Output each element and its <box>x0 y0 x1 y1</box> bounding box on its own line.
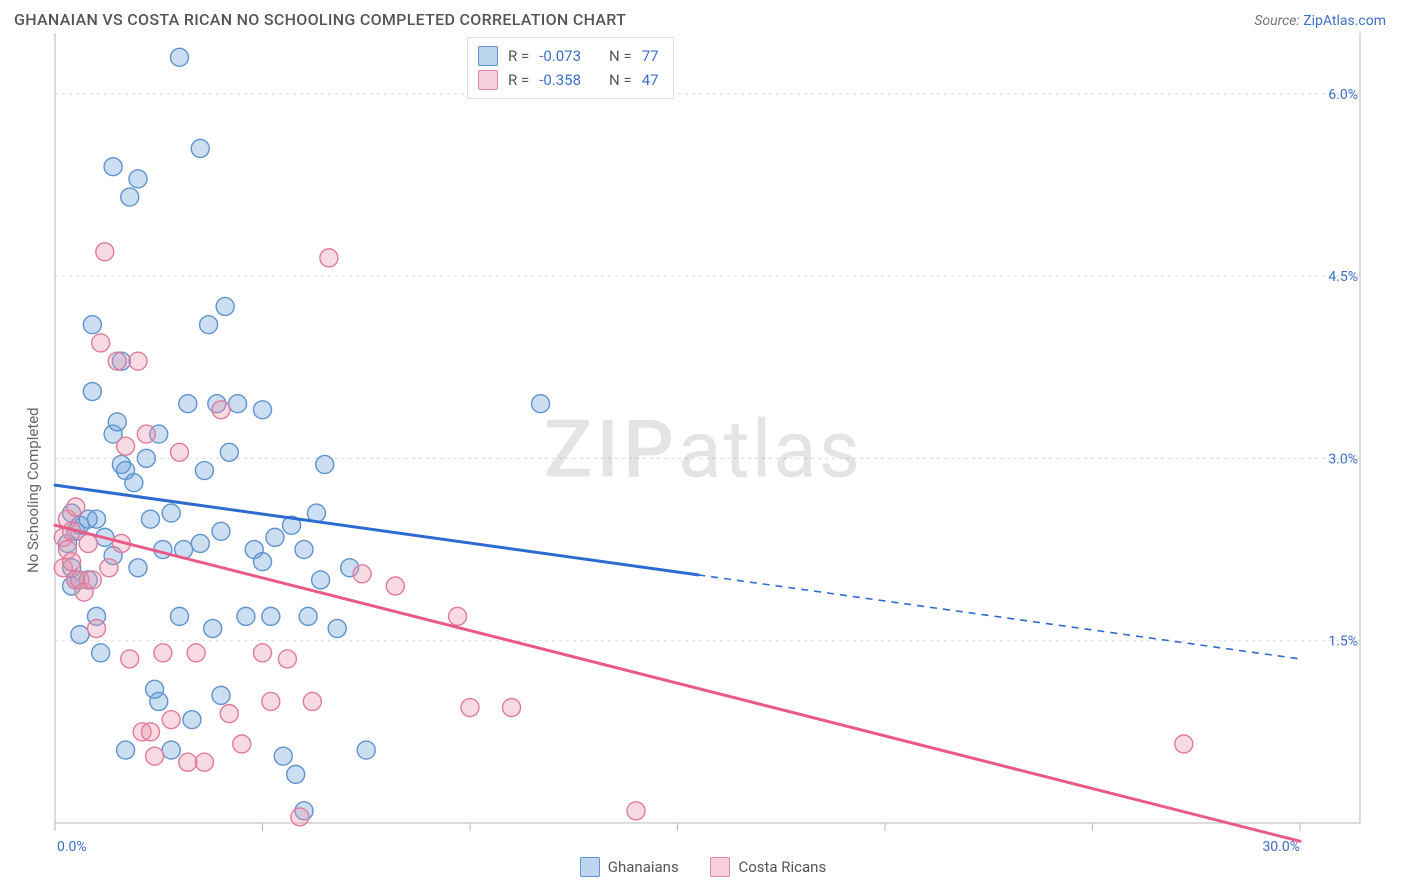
stat-n-label: N = <box>609 47 632 65</box>
legend-label: Ghanaians <box>608 858 679 876</box>
y-axis-label: No Schooling Completed <box>24 407 42 573</box>
legend-item-costaricans: Costa Ricans <box>710 857 826 877</box>
svg-text:1.5%: 1.5% <box>1328 634 1358 650</box>
swatch-blue-icon <box>580 857 600 877</box>
stat-n-value: 47 <box>642 71 659 89</box>
stat-n-label: N = <box>609 71 632 89</box>
stat-row-ghanaians: R = -0.073 N = 77 <box>478 44 659 68</box>
chart-title: GHANAIAN VS COSTA RICAN NO SCHOOLING COM… <box>14 10 626 29</box>
svg-text:6.0%: 6.0% <box>1328 87 1358 103</box>
stat-n-value: 77 <box>642 47 659 65</box>
scatter-plot: 1.5% 3.0% 4.5% 6.0% 0.0% 30.0% <box>0 33 1406 881</box>
source-attribution: Source: ZipAtlas.com <box>1254 13 1386 29</box>
stat-r-value: -0.358 <box>539 71 581 89</box>
correlation-stats-box: R = -0.073 N = 77 R = -0.358 N = 47 <box>467 37 674 99</box>
svg-text:0.0%: 0.0% <box>57 839 87 855</box>
source-link[interactable]: ZipAtlas.com <box>1303 13 1386 29</box>
svg-text:3.0%: 3.0% <box>1328 451 1358 467</box>
legend-label: Costa Ricans <box>738 858 826 876</box>
stat-r-value: -0.073 <box>539 47 581 65</box>
svg-text:4.5%: 4.5% <box>1328 269 1358 285</box>
legend: Ghanaians Costa Ricans <box>0 857 1406 881</box>
chart-container: No Schooling Completed ZIPatlas 1.5%3.0%… <box>0 33 1406 881</box>
swatch-pink-icon <box>710 857 730 877</box>
legend-item-ghanaians: Ghanaians <box>580 857 679 877</box>
source-label: Source: <box>1254 13 1299 29</box>
stat-r-label: R = <box>508 47 529 65</box>
swatch-blue-icon <box>478 46 498 66</box>
svg-text:30.0%: 30.0% <box>1262 839 1300 855</box>
swatch-pink-icon <box>478 70 498 90</box>
stat-row-costaricans: R = -0.358 N = 47 <box>478 68 659 92</box>
stat-r-label: R = <box>508 71 529 89</box>
